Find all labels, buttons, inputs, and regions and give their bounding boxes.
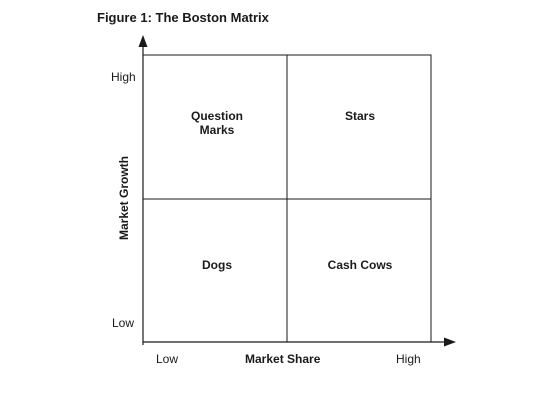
figure-title: Figure 1: The Boston Matrix <box>97 10 269 25</box>
y-low-label: Low <box>112 316 135 330</box>
y-high-label: High <box>111 70 136 84</box>
quadrant-stars: Stars <box>344 109 376 123</box>
quadrant-cash-cows: Cash Cows <box>327 258 393 272</box>
x-axis-title: Market Share <box>245 352 321 366</box>
x-high-label: High <box>396 352 421 366</box>
quadrant-question-marks: Question Marks <box>190 109 243 137</box>
x-low-label: Low <box>156 352 179 366</box>
y-axis-arrowhead <box>138 35 148 47</box>
y-axis-title: Market Growth <box>117 155 131 241</box>
x-axis-arrowhead <box>444 337 456 347</box>
quadrant-dogs: Dogs <box>202 258 232 272</box>
